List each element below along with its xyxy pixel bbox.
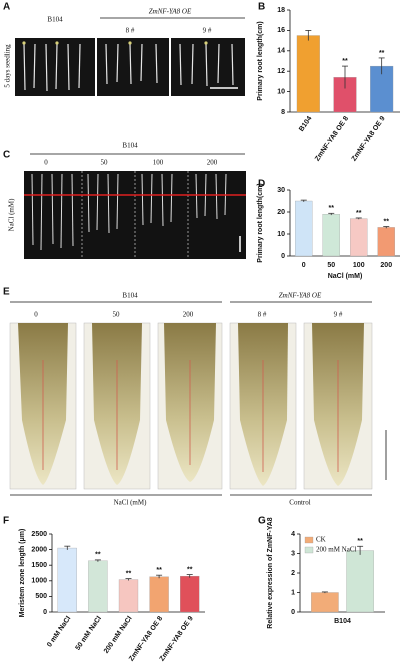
dose-label: 50: [113, 311, 121, 319]
panel-letter: A: [3, 2, 10, 13]
photo: [24, 171, 246, 259]
significance: **: [156, 567, 162, 574]
line-label: 9 #: [334, 311, 343, 319]
x-tick-label: 100: [353, 262, 365, 269]
y-axis-label: Relative expression of ZmNF-YA8: [267, 517, 274, 628]
photo: [15, 38, 245, 96]
y-tick-label: 0: [281, 253, 285, 260]
group-label: B104: [122, 292, 138, 300]
y-tick-label: 2: [291, 570, 295, 577]
significance: **: [95, 552, 101, 559]
bar: [322, 214, 340, 257]
panel-letter: D: [258, 179, 265, 190]
side-label: 5 days seedling: [4, 44, 12, 88]
y-tick-label: 3: [291, 550, 295, 557]
y-axis-label: Primary root length(cm): [257, 183, 264, 262]
y-tick-label: 30: [277, 187, 285, 194]
significance: **: [187, 566, 193, 573]
group-label: ZmNF-YA8 OE: [149, 8, 192, 16]
x-tick-label: 50 mM NaCl: [75, 615, 104, 652]
dose-label: 200: [183, 311, 194, 319]
x-tick-label: ZmNF-YA8 OE 8: [128, 615, 164, 662]
significance: **: [356, 210, 362, 217]
line-label: 8 #: [126, 27, 135, 35]
panel-letter: G: [258, 516, 266, 527]
dose-label: 0: [34, 311, 38, 319]
bar: [296, 35, 320, 113]
y-tick-label: 4: [291, 531, 295, 538]
significance: **: [342, 58, 348, 65]
bar: [149, 576, 169, 613]
y-tick-label: 8: [281, 109, 285, 116]
x-tick-label: B104: [298, 115, 313, 133]
x-tick-label: 200: [380, 262, 392, 269]
y-tick-label: 1: [291, 589, 295, 596]
photo: [9, 322, 387, 490]
panel-letter: B: [258, 2, 265, 13]
y-tick-label: 2500: [31, 531, 47, 538]
y-axis-label: Meristem zone length (μm): [19, 529, 26, 618]
bar: [346, 550, 374, 613]
x-tick-label: ZmNF-YA8 OE 9: [159, 615, 195, 662]
bar: [377, 227, 395, 257]
significance: **: [126, 570, 132, 577]
x-tick-label: 50: [327, 262, 335, 269]
bar: [180, 575, 200, 613]
y-tick-label: 12: [277, 68, 285, 75]
x-tick-label: ZmNF-YA8 OE 8: [314, 115, 350, 163]
y-axis-label: Primary root length(cm): [257, 21, 264, 100]
significance: **: [384, 218, 390, 225]
y-tick-label: 2000: [31, 546, 47, 553]
y-tick-label: 10: [277, 231, 285, 238]
side-label: NaCl (mM): [8, 198, 16, 232]
y-tick-label: 1000: [31, 578, 47, 585]
panel-letter: E: [3, 287, 10, 298]
dose-label: 50: [101, 159, 109, 167]
y-tick-label: 20: [277, 209, 285, 216]
x-tick-label: 200 mM NaCl: [103, 615, 134, 655]
x-tick-label: ZmNF-YA8 OE 9: [351, 115, 387, 163]
bar: [295, 200, 313, 257]
y-tick-label: 16: [277, 27, 285, 34]
y-tick-label: 0: [291, 609, 295, 616]
footer-label: Control: [289, 499, 310, 507]
x-axis-label: NaCl (mM): [328, 273, 363, 280]
panel-letter: F: [3, 516, 9, 527]
x-tick-label: B104: [334, 618, 351, 625]
y-tick-label: 18: [277, 7, 285, 14]
y-tick-label: 10: [277, 88, 285, 95]
x-tick-label: 0: [302, 262, 306, 269]
y-tick-label: 500: [35, 593, 47, 600]
significance: **: [357, 538, 363, 545]
line-label: 8 #: [258, 311, 267, 319]
y-tick-label: 14: [277, 48, 285, 55]
dose-label: 200: [207, 159, 218, 167]
group-label: ZmNF-YA8 OE: [279, 292, 322, 300]
legend-label: CK: [316, 536, 326, 544]
x-tick-label: 0 mM NaCl: [46, 615, 72, 648]
legend-label: 200 mM NaCl: [316, 546, 357, 554]
group-label: B104: [47, 16, 63, 24]
bar: [350, 218, 368, 257]
bar: [118, 579, 139, 613]
significance: **: [329, 205, 335, 212]
panel-letter: C: [3, 150, 10, 161]
y-tick-label: 1500: [31, 562, 47, 569]
significance: **: [379, 50, 385, 57]
bar: [57, 547, 77, 613]
bar: [311, 592, 339, 613]
legend-swatch: [304, 546, 314, 554]
bar: [88, 560, 108, 613]
legend-swatch: [304, 536, 314, 544]
footer-label: NaCl (mM): [114, 499, 148, 507]
dose-label: 0: [44, 159, 48, 167]
line-label: 9 #: [203, 27, 212, 35]
dose-label: 100: [153, 159, 164, 167]
group-label: B104: [122, 142, 138, 150]
y-tick-label: 0: [43, 609, 47, 616]
